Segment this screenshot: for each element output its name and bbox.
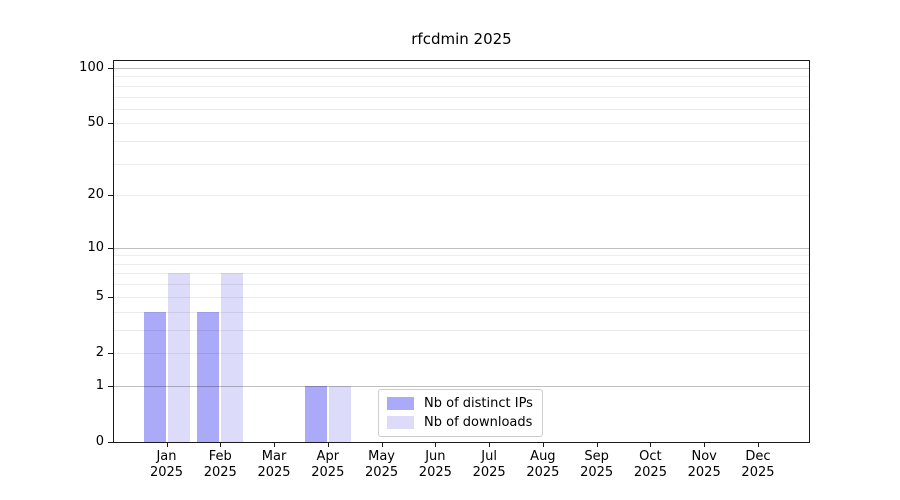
x-tick-month: Jun: [425, 449, 446, 464]
x-tick-month: May: [368, 449, 396, 464]
y-tick: [108, 67, 113, 69]
x-tick-label: Nov 2025: [672, 449, 736, 481]
gridline-minor: [114, 311, 809, 313]
x-tick: [381, 443, 383, 447]
x-tick-year: 2025: [472, 465, 506, 480]
x-tick-month: Aug: [530, 449, 556, 464]
gridline-minor: [114, 263, 809, 265]
gridline-minor: [114, 255, 809, 257]
legend-label-downloads: Nb of downloads: [424, 415, 533, 430]
y-tick: [108, 247, 113, 249]
gridline-minor: [114, 108, 809, 110]
y-tick-label: 1: [95, 377, 104, 393]
gridline-minor: [114, 163, 809, 165]
x-tick-month: Jul: [481, 449, 497, 464]
plot-area: Nb of distinct IPs Nb of downloads: [113, 60, 810, 443]
gridline-minor: [114, 273, 809, 275]
y-tick: [108, 296, 113, 298]
gridline-minor: [114, 329, 809, 331]
x-tick-month: Mar: [261, 449, 287, 464]
y-tick: [108, 385, 113, 387]
gridline-minor: [114, 141, 809, 143]
x-tick: [542, 443, 544, 447]
x-tick-month: Nov: [691, 449, 717, 464]
legend-swatch-downloads-icon: [387, 416, 414, 429]
x-tick: [166, 443, 168, 447]
y-tick: [108, 195, 113, 197]
x-tick: [596, 443, 598, 447]
legend-label-distinct-ips: Nb of distinct IPs: [424, 396, 533, 411]
x-tick: [220, 443, 222, 447]
x-tick: [274, 443, 276, 447]
x-tick-label: Dec 2025: [726, 449, 790, 481]
y-tick-label: 50: [87, 115, 104, 131]
gridline-major: [114, 385, 809, 387]
x-tick-month: Apr: [316, 449, 340, 464]
x-tick: [435, 443, 437, 447]
legend-item-distinct-ips: Nb of distinct IPs: [387, 394, 533, 413]
x-tick-month: Feb: [208, 449, 232, 464]
gridline-major: [114, 247, 809, 249]
x-tick-year: 2025: [526, 465, 560, 480]
x-tick-month: Dec: [745, 449, 771, 464]
y-tick-label: 100: [79, 59, 104, 75]
bar-distinct-ips: [197, 311, 220, 442]
x-tick: [327, 443, 329, 447]
gridline-minor: [114, 96, 809, 98]
y-tick-label: 10: [87, 239, 104, 255]
bar-distinct-ips: [304, 385, 327, 442]
bar-downloads: [221, 273, 244, 442]
x-tick-label: Jun 2025: [403, 449, 467, 481]
gridline-major: [114, 67, 809, 69]
gridline-minor: [114, 195, 809, 197]
bar-downloads: [328, 385, 351, 442]
gridline-minor: [114, 296, 809, 298]
x-tick-year: 2025: [741, 465, 775, 480]
x-tick-label: Feb 2025: [188, 449, 252, 481]
bar-distinct-ips: [143, 311, 166, 442]
x-tick-label: Jul 2025: [457, 449, 521, 481]
gridline-minor: [114, 284, 809, 286]
x-tick: [489, 443, 491, 447]
y-tick: [108, 442, 113, 443]
gridline-minor: [114, 85, 809, 87]
x-tick-label: May 2025: [350, 449, 414, 481]
y-tick-label: 5: [95, 288, 104, 304]
x-tick-label: Apr 2025: [296, 449, 360, 481]
x-tick: [650, 443, 652, 447]
x-tick-label: Aug 2025: [511, 449, 575, 481]
x-tick-year: 2025: [580, 465, 614, 480]
x-tick-label: Mar 2025: [242, 449, 306, 481]
x-tick-year: 2025: [365, 465, 399, 480]
x-tick: [757, 443, 759, 447]
y-tick-label: 20: [87, 187, 104, 203]
x-tick-label: Sep 2025: [565, 449, 629, 481]
gridline-minor: [114, 76, 809, 78]
y-tick: [108, 352, 113, 354]
legend: Nb of distinct IPs Nb of downloads: [378, 389, 543, 437]
gridline-minor: [114, 352, 809, 354]
x-tick-label: Jan 2025: [135, 449, 199, 481]
legend-swatch-distinct-ips-icon: [387, 397, 414, 410]
x-tick-year: 2025: [203, 465, 237, 480]
x-tick-month: Sep: [584, 449, 609, 464]
x-tick-month: Jan: [156, 449, 177, 464]
chart-title: rfcdmin 2025: [411, 30, 512, 48]
x-tick-year: 2025: [149, 465, 184, 480]
x-tick-year: 2025: [311, 465, 345, 480]
gridline-minor: [114, 123, 809, 125]
x-tick: [704, 443, 706, 447]
bar-downloads: [167, 273, 190, 442]
x-tick-year: 2025: [418, 465, 452, 480]
x-tick-month: Oct: [639, 449, 662, 464]
y-tick-label: 2: [95, 344, 104, 360]
y-tick: [108, 123, 113, 125]
x-tick-year: 2025: [687, 465, 721, 480]
x-tick-year: 2025: [257, 465, 291, 480]
x-tick-year: 2025: [633, 465, 667, 480]
x-tick-label: Oct 2025: [618, 449, 682, 481]
y-tick-label: 0: [95, 434, 104, 449]
legend-item-downloads: Nb of downloads: [387, 413, 533, 432]
